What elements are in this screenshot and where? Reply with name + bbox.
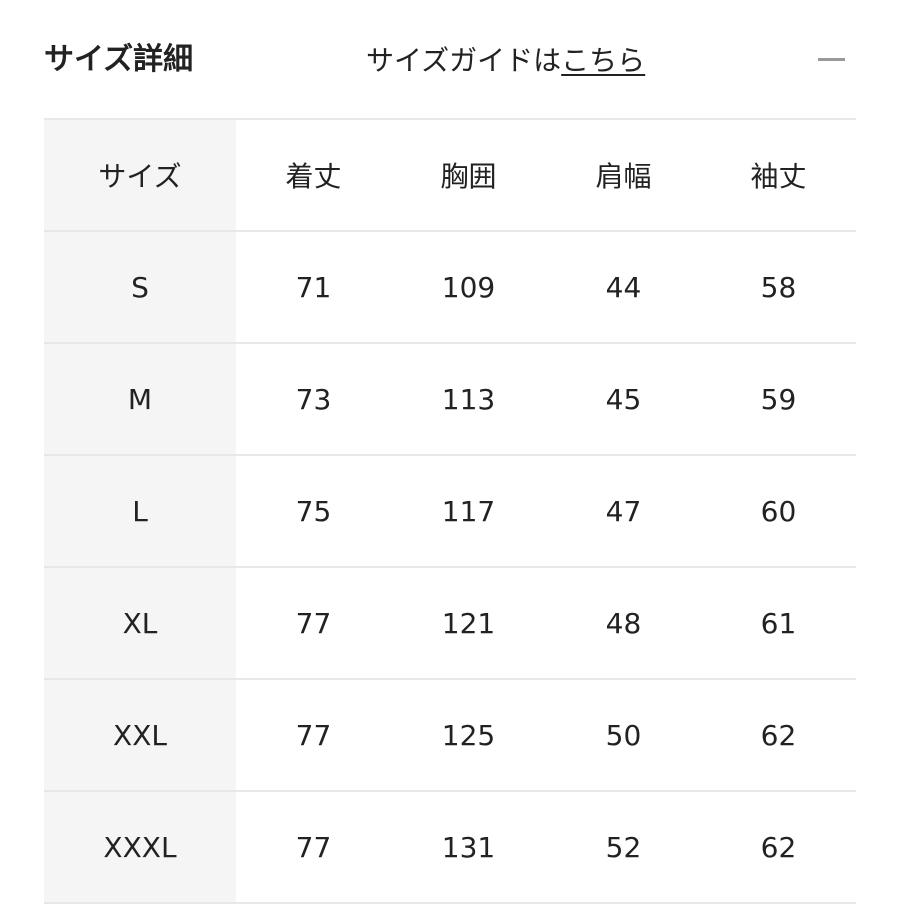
column-header: 肩幅 (546, 118, 701, 231)
measurement-cell: 52 (546, 790, 701, 904)
table-row: XL 77 121 48 61 (44, 566, 856, 679)
measurement-cell: 60 (701, 454, 856, 567)
section-title: サイズ詳細 (44, 42, 194, 77)
table-row: M 73 113 45 59 (44, 342, 856, 455)
measurement-cell: 77 (236, 678, 391, 791)
measurement-cell: 59 (701, 342, 856, 455)
size-guide-prefix: サイズガイドは (366, 44, 562, 77)
measurement-cell: 48 (546, 566, 701, 679)
size-label-cell: L (44, 454, 236, 567)
measurement-cell: 71 (236, 230, 391, 343)
size-label-cell: XXL (44, 678, 236, 791)
measurement-cell: 75 (236, 454, 391, 567)
size-label-cell: M (44, 342, 236, 455)
measurement-cell: 61 (701, 566, 856, 679)
measurement-cell: 131 (391, 790, 546, 904)
size-label-cell: S (44, 230, 236, 343)
measurement-cell: 62 (701, 678, 856, 791)
measurement-cell: 62 (701, 790, 856, 904)
measurement-cell: 73 (236, 342, 391, 455)
column-header: 胸囲 (391, 118, 546, 231)
measurement-cell: 113 (391, 342, 546, 455)
measurement-cell: 117 (391, 454, 546, 567)
table-row: XXXL 77 131 52 62 (44, 790, 856, 904)
column-header: 着丈 (236, 118, 391, 231)
table-row: S 71 109 44 58 (44, 230, 856, 343)
size-guide-text: サイズガイドはこちら (366, 40, 645, 82)
measurement-cell: 121 (391, 566, 546, 679)
measurement-cell: 58 (701, 230, 856, 343)
size-guide-link[interactable]: こちら (561, 44, 646, 77)
measurement-cell: 44 (546, 230, 701, 343)
measurement-cell: 77 (236, 566, 391, 679)
column-header: サイズ (44, 118, 236, 231)
measurement-cell: 45 (546, 342, 701, 455)
minus-icon[interactable] (818, 58, 845, 61)
measurement-cell: 125 (391, 678, 546, 791)
measurement-cell: 109 (391, 230, 546, 343)
measurement-cell: 47 (546, 454, 701, 567)
size-label-cell: XXXL (44, 790, 236, 904)
measurement-cell: 77 (236, 790, 391, 904)
size-label-cell: XL (44, 566, 236, 679)
size-table: サイズ 着丈 胸囲 肩幅 袖丈 S 71 109 44 58 M 73 113 45 59 L 75 117 47… (44, 118, 856, 904)
column-header: 袖丈 (701, 118, 856, 231)
table-row: L 75 117 47 60 (44, 454, 856, 567)
table-header-row: サイズ 着丈 胸囲 肩幅 袖丈 (44, 118, 856, 231)
measurement-cell: 50 (546, 678, 701, 791)
table-row: XXL 77 125 50 62 (44, 678, 856, 791)
